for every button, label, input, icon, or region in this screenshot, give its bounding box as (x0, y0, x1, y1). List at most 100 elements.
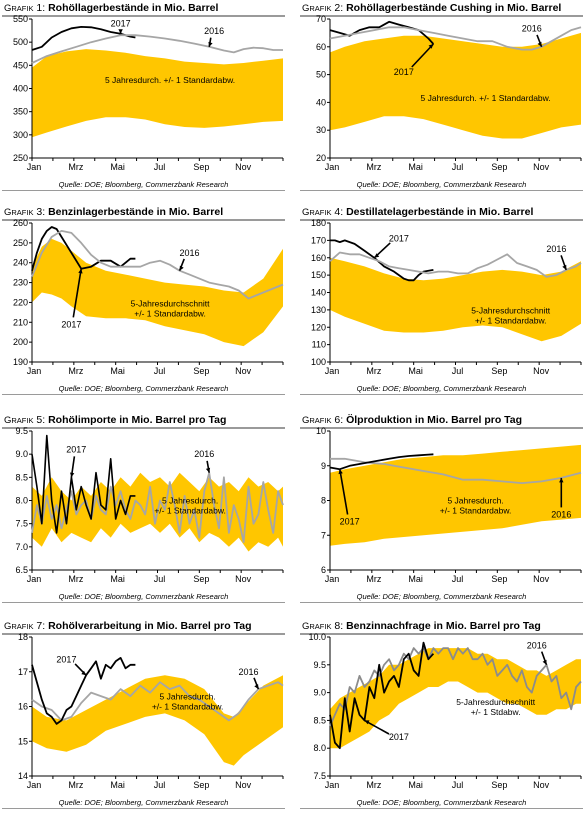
x-tick-label: Jul (154, 366, 166, 376)
series-label: 2016 (551, 509, 571, 519)
series-line-2017 (329, 453, 434, 471)
chart-svg: 6.5 7.0 7.5 8.0 8.5 9.0 9.5 Jan Mrz Mai Jul Sep Nov 5… (15, 426, 284, 584)
chart-panel: GRAFIK 6: Ölproduktion in Mio. Barrel pr… (300, 414, 583, 614)
y-tick-label: 500 (13, 37, 28, 47)
band-label: 5-Jahresdurchschnitt +/- 1 Stdabw. (456, 697, 536, 717)
x-tick-label: Mrz (68, 574, 83, 584)
x-tick-label: Sep (491, 366, 507, 376)
bottom-rule (300, 394, 583, 395)
x-tick-label: Sep (193, 574, 209, 584)
x-tick-label: Jul (154, 780, 166, 790)
y-tick-label: 180 (311, 218, 326, 228)
chart-number: 2: (331, 2, 347, 14)
y-tick-label: 8.5 (15, 472, 28, 482)
y-tick-label: 70 (316, 14, 326, 24)
chart-number: 8: (331, 620, 347, 632)
bottom-rule (300, 602, 583, 603)
chart-panel: GRAFIK 7: Rohölverarbeitung in Mio. Barr… (2, 620, 285, 820)
band-label-line: 5 Jahresdurch. (162, 495, 218, 505)
chart-title-prefix-rest: RAFIK (11, 208, 34, 217)
x-tick-label: Jan (325, 366, 340, 376)
series-label-arrowhead (81, 670, 87, 676)
chart-title: GRAFIK 3: Benzinlagerbestände in Mio. Ba… (4, 206, 223, 218)
chart-title-prefix: G (302, 3, 310, 14)
series-label-arrowhead (364, 720, 370, 725)
series-label-arrowhead (78, 268, 83, 274)
chart-number: 5: (33, 414, 49, 426)
y-tick-label: 300 (13, 130, 28, 140)
x-tick-label: Sep (491, 574, 507, 584)
y-tick-label: 250 (13, 238, 28, 248)
chart-panel: GRAFIK 3: Benzinlagerbestände in Mio. Ba… (2, 206, 285, 406)
y-tick-label: 240 (13, 258, 28, 268)
x-tick-label: Mai (408, 574, 423, 584)
y-tick-label: 200 (13, 337, 28, 347)
series-label-arrowhead (559, 477, 564, 483)
y-tick-label: 7.5 (15, 519, 28, 529)
chart-title-text: Destillatelagerbestände in Mio. Barrel (346, 206, 534, 218)
chart-svg: 100 110 120 130 140 150 160 170 180 Jan Mrz Mai Jul S… (311, 218, 582, 376)
band-label-line: 5 Jahresdurch. (160, 692, 216, 702)
y-tick-label: 190 (13, 357, 28, 367)
series-line-2017 (31, 657, 136, 725)
series-label: 2016 (522, 24, 542, 34)
x-tick-label: Jan (325, 574, 340, 584)
y-tick-label: 210 (13, 317, 28, 327)
chart-number: 4: (331, 206, 347, 218)
chart-title-text: Benzinnachfrage in Mio. Barrel pro Tag (346, 620, 541, 632)
y-tick-label: 150 (311, 270, 326, 280)
chart-title-prefix-rest: RAFIK (11, 4, 34, 13)
chart-title: GRAFIK 6: Ölproduktion in Mio. Barrel pr… (302, 414, 522, 426)
series-label: 2016 (179, 248, 199, 258)
series-label: 2017 (340, 516, 360, 526)
title-rule (2, 15, 285, 17)
chart-title-prefix: G (4, 621, 12, 632)
series-label-arrow (411, 43, 434, 68)
y-tick-label: 8.0 (15, 496, 28, 506)
series-line-2017 (31, 26, 136, 51)
chart-source: Quelle: DOE; Bloomberg, Commerzbank Rese… (58, 384, 229, 393)
std-band (330, 444, 581, 546)
std-band (32, 49, 283, 138)
x-tick-label: Mai (408, 162, 423, 172)
chart-title-text: Benzinlagerbestände in Mio. Barrel (48, 206, 224, 218)
y-tick-label: 18 (18, 632, 28, 642)
band-label-line: +/- 1 Standardabw. (440, 505, 512, 515)
title-rule (2, 633, 285, 635)
x-tick-label: Nov (235, 366, 252, 376)
series-label: 2016 (194, 449, 214, 459)
y-tick-label: 9.0 (15, 449, 28, 459)
series-line-2016 (31, 681, 284, 722)
y-tick-label: 9.5 (15, 426, 28, 436)
y-tick-label: 10 (316, 426, 326, 436)
band-label-line: +/- 1 Standardabw. (134, 308, 206, 318)
bottom-rule (2, 190, 285, 191)
y-tick-label: 40 (316, 97, 326, 107)
y-tick-label: 230 (13, 278, 28, 288)
chart-title-prefix: G (302, 207, 310, 218)
x-tick-label: Jul (452, 574, 464, 584)
series-label-arrowhead (118, 29, 123, 34)
series-label-arrowhead (542, 659, 547, 665)
chart-source: Quelle: DOE; Bloomberg, Commerzbank Rese… (58, 592, 229, 601)
y-tick-label: 250 (13, 153, 28, 163)
y-tick-label: 9.5 (313, 660, 326, 670)
x-tick-label: Mrz (68, 780, 83, 790)
y-tick-label: 50 (316, 70, 326, 80)
band-label: 5 Jahresdurch. +/- 1 Standardabw. (421, 93, 551, 103)
y-tick-label: 9.0 (313, 688, 326, 698)
chart-title: GRAFIK 7: Rohölverarbeitung in Mio. Barr… (4, 620, 252, 632)
x-tick-label: Mai (110, 162, 125, 172)
band-label: 5 Jahresdurch. +/- 1 Standardabw. (154, 495, 226, 515)
band-label-line: 5-Jahresdurchschnitt (456, 697, 536, 707)
y-tick-label: 7.0 (15, 542, 28, 552)
y-tick-label: 7.5 (313, 771, 326, 781)
series-line-2017 (31, 434, 136, 534)
x-tick-label: Jul (452, 780, 464, 790)
series-label-arrowhead (374, 253, 380, 258)
series-line-2017 (31, 226, 136, 271)
y-tick-label: 8.0 (313, 743, 326, 753)
series-line-2017 (329, 641, 435, 750)
x-tick-label: Sep (193, 366, 209, 376)
chart-source: Quelle: DOE; Bloomberg, Commerzbank Rese… (356, 180, 527, 189)
